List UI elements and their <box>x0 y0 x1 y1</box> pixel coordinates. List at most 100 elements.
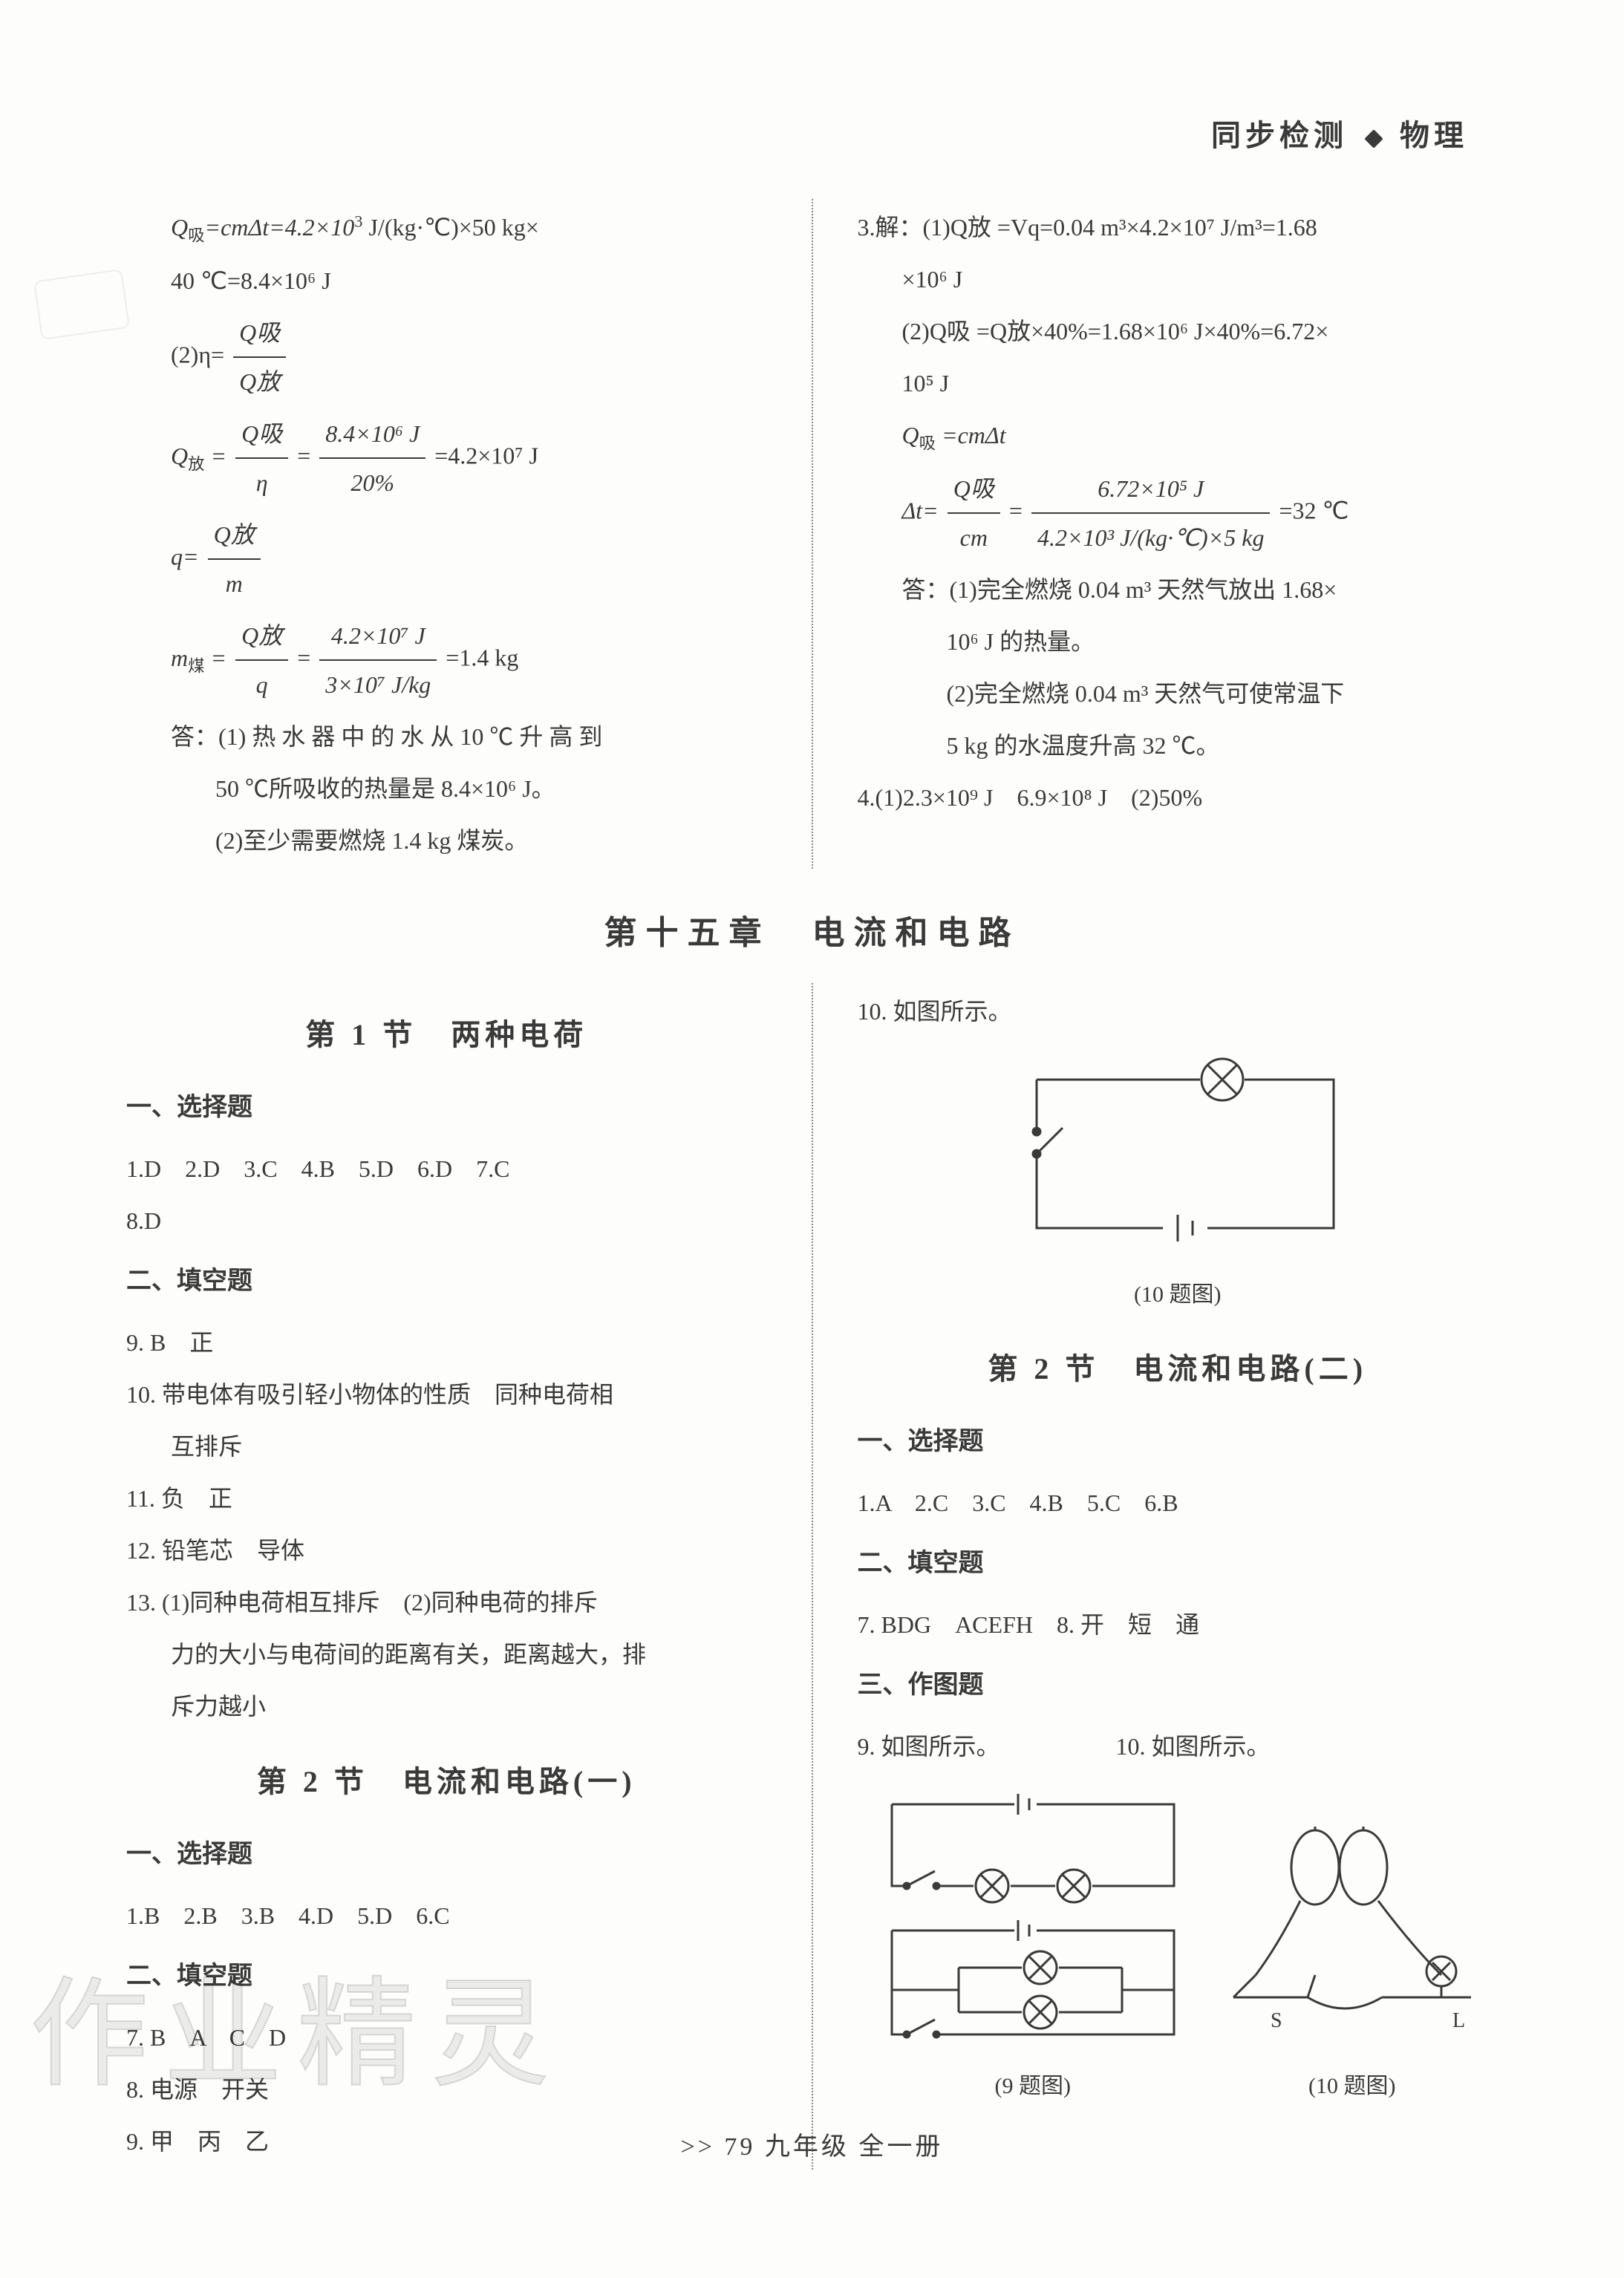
cap10b: (10 题图) <box>1219 2064 1486 2109</box>
r-ans1a: 答：(1)完全燃烧 0.04 m³ 天然气放出 1.68× <box>858 566 1499 613</box>
txt: J/(kg·℃)×50 kg× <box>362 214 538 241</box>
s2a-a8: 8. 电源 开关 <box>126 2066 767 2113</box>
txt: =cmΔt=4.2×10 <box>205 214 355 241</box>
s1-a11: 11. 负 正 <box>126 1475 767 1522</box>
txt: q= <box>171 544 199 570</box>
num: 8.4×10⁶ J <box>319 410 425 459</box>
eq-dt: Δt= Q吸cm = 6.72×10⁵ J4.2×10³ J/(kg·℃)×5 … <box>858 465 1499 561</box>
s1-a12: 12. 铅笔芯 导体 <box>126 1527 767 1574</box>
lower-right-col: 10. 如图所示。 <box>858 983 1499 2170</box>
circuit-diagram-q9 <box>870 1789 1196 2049</box>
header-left: 同步检测 <box>1211 119 1348 152</box>
fig9-block: (9 题图) <box>870 1775 1196 2124</box>
sec2b-p3: 三、作图题 <box>858 1660 1499 1711</box>
den: Q放 <box>233 358 286 405</box>
fig10-block: S L (10 题图) <box>1219 1812 1486 2124</box>
txt: = <box>297 644 310 671</box>
s1-a13c: 斥力越小 <box>126 1683 767 1730</box>
s2b-a7: 7. BDG ACEFH 8. 开 短 通 <box>858 1601 1499 1648</box>
s2a-a7: 7. B A C D <box>126 2014 767 2061</box>
cap-10-top: (10 题图) <box>858 1273 1499 1317</box>
page-root: 同步检测 物理 Q吸=cmΔt=4.2×103 J/(kg·℃)×50 kg× … <box>0 0 1624 2259</box>
txt: =32 ℃ <box>1279 497 1349 524</box>
txt: =1.4 kg <box>446 644 518 671</box>
cap9: (9 题图) <box>870 2064 1196 2109</box>
den: m <box>208 560 261 607</box>
s2b-a9: 9. 如图所示。 <box>858 1733 1000 1760</box>
r-ans2b: 5 kg 的水温度升高 32 ℃。 <box>858 722 1499 769</box>
sec1-p1: 一、选择题 <box>126 1083 767 1133</box>
sec2a-p1: 一、选择题 <box>126 1830 767 1880</box>
lower-block: 第 1 节 两种电荷 一、选择题 1.D 2.D 3.C 4.B 5.D 6.D… <box>126 983 1498 2170</box>
svg-text:S: S <box>1271 2009 1282 2032</box>
num: Q放 <box>208 511 261 560</box>
txt: = <box>297 443 310 469</box>
eq-q: q= Q放m <box>126 511 767 607</box>
top-solutions: Q吸=cmΔt=4.2×103 J/(kg·℃)×50 kg× 40 ℃=8.4… <box>126 199 1498 869</box>
s2a-a1: 1.B 2.B 3.B 4.D 5.D 6.C <box>126 1892 767 1939</box>
ans-1a: 答：(1) 热 水 器 中 的 水 从 10 ℃ 升 高 到 <box>126 713 767 760</box>
num: Q吸 <box>948 465 1000 514</box>
s2b-a1: 1.A 2.C 3.C 4.B 5.C 6.B <box>858 1479 1499 1527</box>
column-divider-2 <box>812 983 813 2170</box>
r-l2: (2)Q吸 =Q放×40%=1.68×10⁶ J×40%=6.72× <box>858 307 1499 355</box>
ans-1b: 50 ℃所吸收的热量是 8.4×10⁶ J。 <box>126 765 767 812</box>
s2b-a910: 9. 如图所示。 10. 如图所示。 <box>858 1723 1499 1770</box>
den: q <box>235 661 288 708</box>
circuit-diagram-q10-top <box>992 1050 1363 1258</box>
num: Q吸 <box>235 410 288 459</box>
s1-a9: 9. B 正 <box>126 1319 767 1366</box>
eq-q-absorb: Q吸=cmΔt=4.2×103 J/(kg·℃)×50 kg× <box>126 203 767 252</box>
s1-a1b: 8.D <box>126 1197 767 1244</box>
sec2b-p1: 一、选择题 <box>858 1417 1499 1467</box>
den: 4.2×10³ J/(kg·℃)×5 kg <box>1031 514 1271 561</box>
page-header: 同步检测 物理 <box>126 111 1498 154</box>
r-l1b: ×10⁶ J <box>858 255 1499 303</box>
s1-a10: 10. 带电体有吸引轻小物体的性质 同种电荷相 <box>126 1371 767 1418</box>
stamp-mark <box>33 269 130 340</box>
ans-2: (2)至少需要燃烧 1.4 kg 煤炭。 <box>126 817 767 864</box>
r-l1: 3.解：(1)Q放 =Vq=0.04 m³×4.2×10⁷ J/m³=1.68 <box>858 203 1499 251</box>
den: 20% <box>319 459 425 506</box>
den: 3×10⁷ J/kg <box>319 661 437 708</box>
top-left-col: Q吸=cmΔt=4.2×103 J/(kg·℃)×50 kg× 40 ℃=8.4… <box>126 199 767 869</box>
den: η <box>235 459 288 506</box>
r-l2b: 10⁵ J <box>858 359 1499 407</box>
r-ans2a: (2)完全燃烧 0.04 m³ 天然气可使常温下 <box>858 670 1499 717</box>
figures-row: (9 题图) <box>858 1775 1499 2124</box>
txt: = <box>1009 497 1023 524</box>
svg-text:L: L <box>1452 2009 1465 2032</box>
r-q4: 4.(1)2.3×10⁹ J 6.9×10⁸ J (2)50% <box>858 774 1499 821</box>
num: Q吸 <box>233 309 286 358</box>
den: cm <box>948 514 1000 561</box>
s1-a13b: 力的大小与电荷间的距离有关，距离越大，排 <box>126 1631 767 1678</box>
txt: =4.2×10⁷ J <box>434 443 538 469</box>
eq-m: m煤 = Q放q = 4.2×10⁷ J3×10⁷ J/kg =1.4 kg <box>126 612 767 708</box>
sec2a-title: 第 2 节 电流和电路(一) <box>126 1752 767 1812</box>
eq-qfang: Q放 = Q吸η = 8.4×10⁶ J20% =4.2×10⁷ J <box>126 410 767 506</box>
top-right-col: 3.解：(1)Q放 =Vq=0.04 m³×4.2×10⁷ J/m³=1.68 … <box>858 199 1499 869</box>
sec2b-title: 第 2 节 电流和电路(二) <box>858 1339 1499 1399</box>
header-bullet-icon <box>1364 129 1383 148</box>
rl-10: 10. 如图所示。 <box>858 988 1499 1035</box>
s2b-a10: 10. 如图所示。 <box>1116 1733 1271 1760</box>
header-right: 物理 <box>1400 119 1468 152</box>
sec2b-p2: 二、填空题 <box>858 1538 1499 1589</box>
num: 6.72×10⁵ J <box>1031 465 1271 514</box>
column-divider <box>812 199 813 869</box>
s1-a1: 1.D 2.D 3.C 4.B 5.D 6.D 7.C <box>126 1145 767 1192</box>
s1-a10b: 互排斥 <box>126 1423 767 1470</box>
r-ans1b: 10⁶ J 的热量。 <box>858 618 1499 665</box>
num: Q放 <box>235 612 288 661</box>
sec1-p2: 二、填空题 <box>126 1256 767 1307</box>
page-footer: >> 79 九年级 全一册 <box>0 2126 1624 2162</box>
sec2a-p2: 二、填空题 <box>126 1951 767 2002</box>
eq-q-absorb-2: 40 ℃=8.4×10⁶ J <box>126 257 767 304</box>
num: 4.2×10⁷ J <box>319 612 437 661</box>
s1-a13: 13. (1)同种电荷相互排斥 (2)同种电荷的排斥 <box>126 1579 767 1626</box>
eq-eta: (2)η= Q吸Q放 <box>126 309 767 405</box>
r-l3: Q吸 =cmΔt <box>858 411 1499 460</box>
txt: (2)η= <box>171 342 224 368</box>
lower-left-col: 第 1 节 两种电荷 一、选择题 1.D 2.D 3.C 4.B 5.D 6.D… <box>126 983 767 2170</box>
sec1-title: 第 1 节 两种电荷 <box>126 1005 767 1065</box>
